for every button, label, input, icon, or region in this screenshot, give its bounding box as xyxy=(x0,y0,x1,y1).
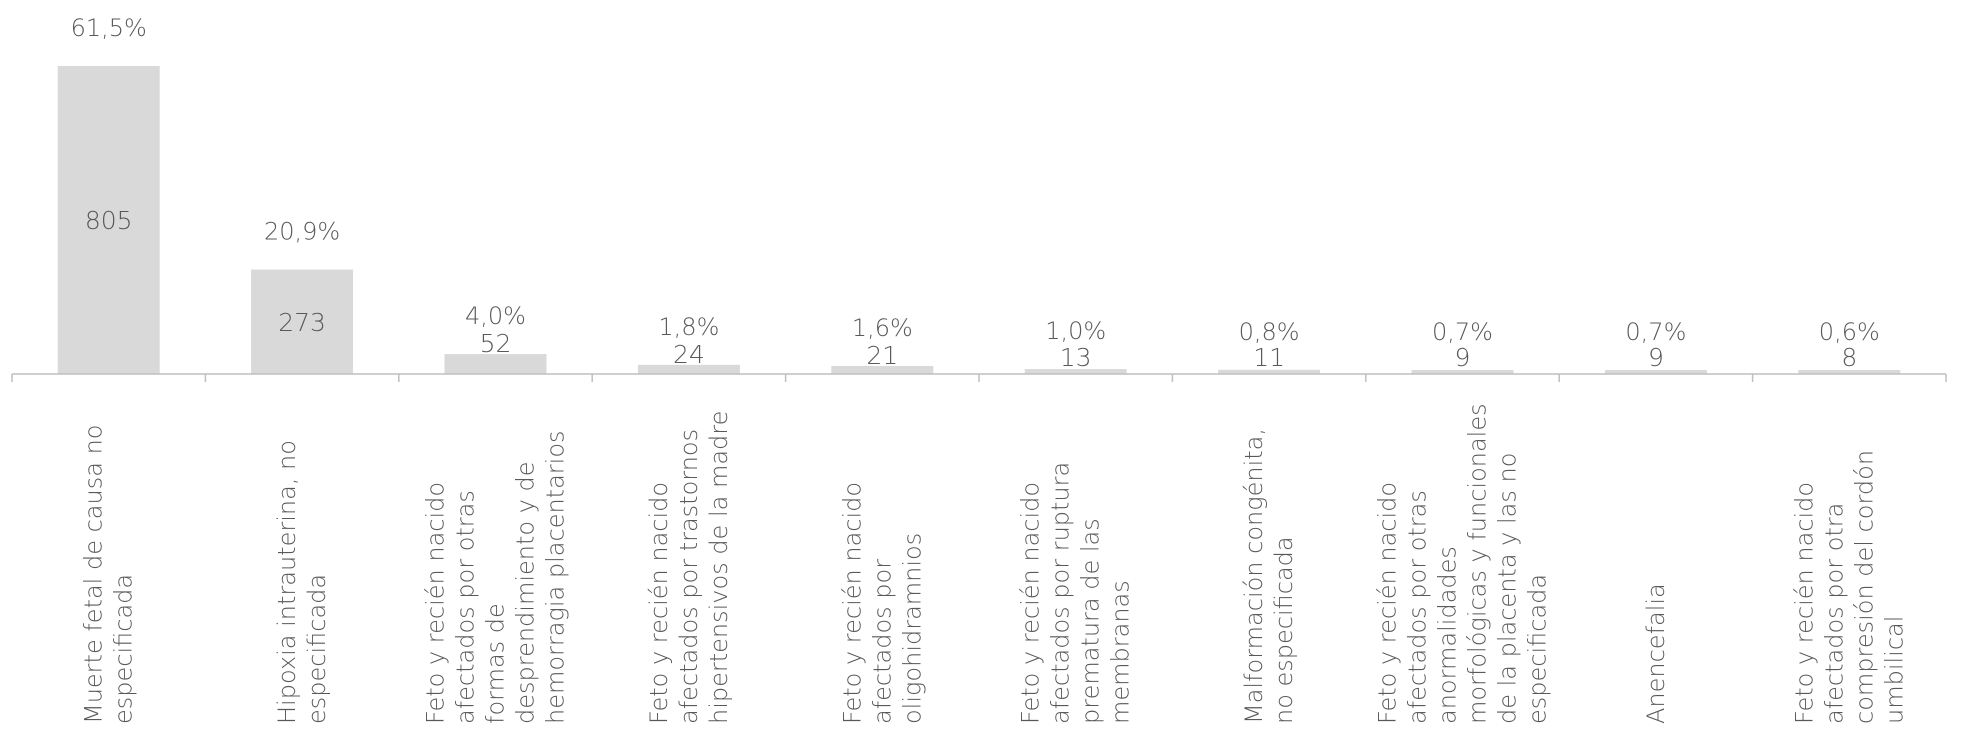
category-label: Anencefalia xyxy=(1642,583,1670,724)
category-label-line: Malformación congénita, xyxy=(1240,428,1268,724)
bar xyxy=(831,365,934,374)
category-label-line: Feto y recién nacido xyxy=(1790,482,1818,724)
category-label-line: Feto y recién nacido xyxy=(1017,482,1045,724)
percent-label: 0,7% xyxy=(1432,318,1493,346)
category-label-line: Anencefalia xyxy=(1642,583,1670,724)
percent-label: 0,8% xyxy=(1239,318,1300,346)
category-label-line: Muerte fetal de causa no xyxy=(80,425,108,724)
category-label-line: hipertensivos de la madre xyxy=(705,411,733,724)
category-label-line: Feto y recién nacido xyxy=(838,482,866,724)
category-label: Feto y recién nacidoafectados por otrasf… xyxy=(422,430,570,724)
bar xyxy=(1024,369,1127,374)
category-label-line: compresión del cordón xyxy=(1850,450,1878,724)
category-label-line: de la placenta y las no xyxy=(1494,453,1522,724)
bar xyxy=(251,269,354,374)
category-label-line: membranas xyxy=(1107,580,1135,724)
category-label-line: umbilical xyxy=(1880,616,1908,724)
value-label: 24 xyxy=(673,340,705,369)
category-label: Feto y recién nacidoafectados por otrasa… xyxy=(1374,403,1552,724)
value-label: 52 xyxy=(480,329,512,358)
value-label: 8 xyxy=(1841,343,1857,372)
data-labels-layer: 61,5% 805 20,9% 273 4,0%52 1,8%24 1,6%21 1,0%13… xyxy=(71,14,1880,372)
percent-label: 1,8% xyxy=(658,313,719,341)
category-label-line: especificada xyxy=(110,574,138,724)
value-label: 9 xyxy=(1455,343,1471,372)
category-label-line: Feto y recién nacido xyxy=(422,482,450,724)
value-label: 11 xyxy=(1253,343,1285,372)
category-label-line: afectados por trastornos xyxy=(675,429,703,724)
bar xyxy=(1604,370,1707,374)
value-label: 273 xyxy=(278,308,326,337)
value-label: 9 xyxy=(1648,343,1664,372)
category-label: Feto y recién nacidoafectados poroligohi… xyxy=(838,482,926,724)
category-label-line: especificada xyxy=(1524,574,1552,724)
category-label: Feto y recién nacidoafectados por trasto… xyxy=(645,411,733,724)
category-label: Muerte fetal de causa noespecificada xyxy=(80,425,138,724)
category-label-line: morfológicas y funcionales xyxy=(1464,403,1492,724)
x-axis xyxy=(11,373,1947,382)
category-label: Hipoxia intrauterina, noespecificada xyxy=(273,440,331,724)
bar xyxy=(444,354,547,374)
bar xyxy=(637,364,740,374)
category-labels-layer: Muerte fetal de causa noespecificada Hipo… xyxy=(80,403,1909,724)
category-label-line: afectados por otras xyxy=(1404,490,1432,724)
category-label-line: especificada xyxy=(303,574,331,724)
category-label-line: desprendimiento y de xyxy=(512,461,540,724)
category-label-line: afectados por xyxy=(868,559,896,724)
category-label-line: formas de xyxy=(482,603,510,724)
category-label-line: hemorragia placentarios xyxy=(542,430,570,724)
percent-label: 61,5% xyxy=(71,14,147,42)
percent-label: 4,0% xyxy=(465,302,526,330)
value-label: 13 xyxy=(1060,343,1092,372)
bar xyxy=(1798,370,1901,374)
bar xyxy=(57,66,160,374)
percent-label: 1,6% xyxy=(852,314,913,342)
category-label-line: Feto y recién nacido xyxy=(1374,482,1402,724)
bars-layer xyxy=(57,66,1901,374)
category-label: Malformación congénita,no especificada xyxy=(1240,428,1298,724)
value-label: 805 xyxy=(85,206,133,235)
category-label-line: no especificada xyxy=(1270,536,1298,724)
category-label-line: afectados por ruptura xyxy=(1047,462,1075,724)
category-label-line: oligohidramnios xyxy=(898,533,926,724)
category-label-line: Hipoxia intrauterina, no xyxy=(273,440,301,724)
category-label-line: anormalidades xyxy=(1434,546,1462,724)
category-label-line: afectados por otras xyxy=(452,490,480,724)
category-label-line: afectados por otra xyxy=(1820,503,1848,724)
category-label-line: prematura de las xyxy=(1077,518,1105,724)
percent-label: 20,9% xyxy=(264,218,340,246)
bar xyxy=(1411,370,1514,374)
bar xyxy=(1218,369,1321,374)
category-label: Feto y recién nacidoafectados por otraco… xyxy=(1790,450,1908,724)
percent-label: 0,7% xyxy=(1625,318,1686,346)
percent-label: 1,0% xyxy=(1045,317,1106,345)
percent-label: 0,6% xyxy=(1819,318,1880,346)
category-label: Feto y recién nacidoafectados por ruptur… xyxy=(1017,462,1135,724)
category-label-line: Feto y recién nacido xyxy=(645,482,673,724)
value-label: 21 xyxy=(866,341,898,370)
